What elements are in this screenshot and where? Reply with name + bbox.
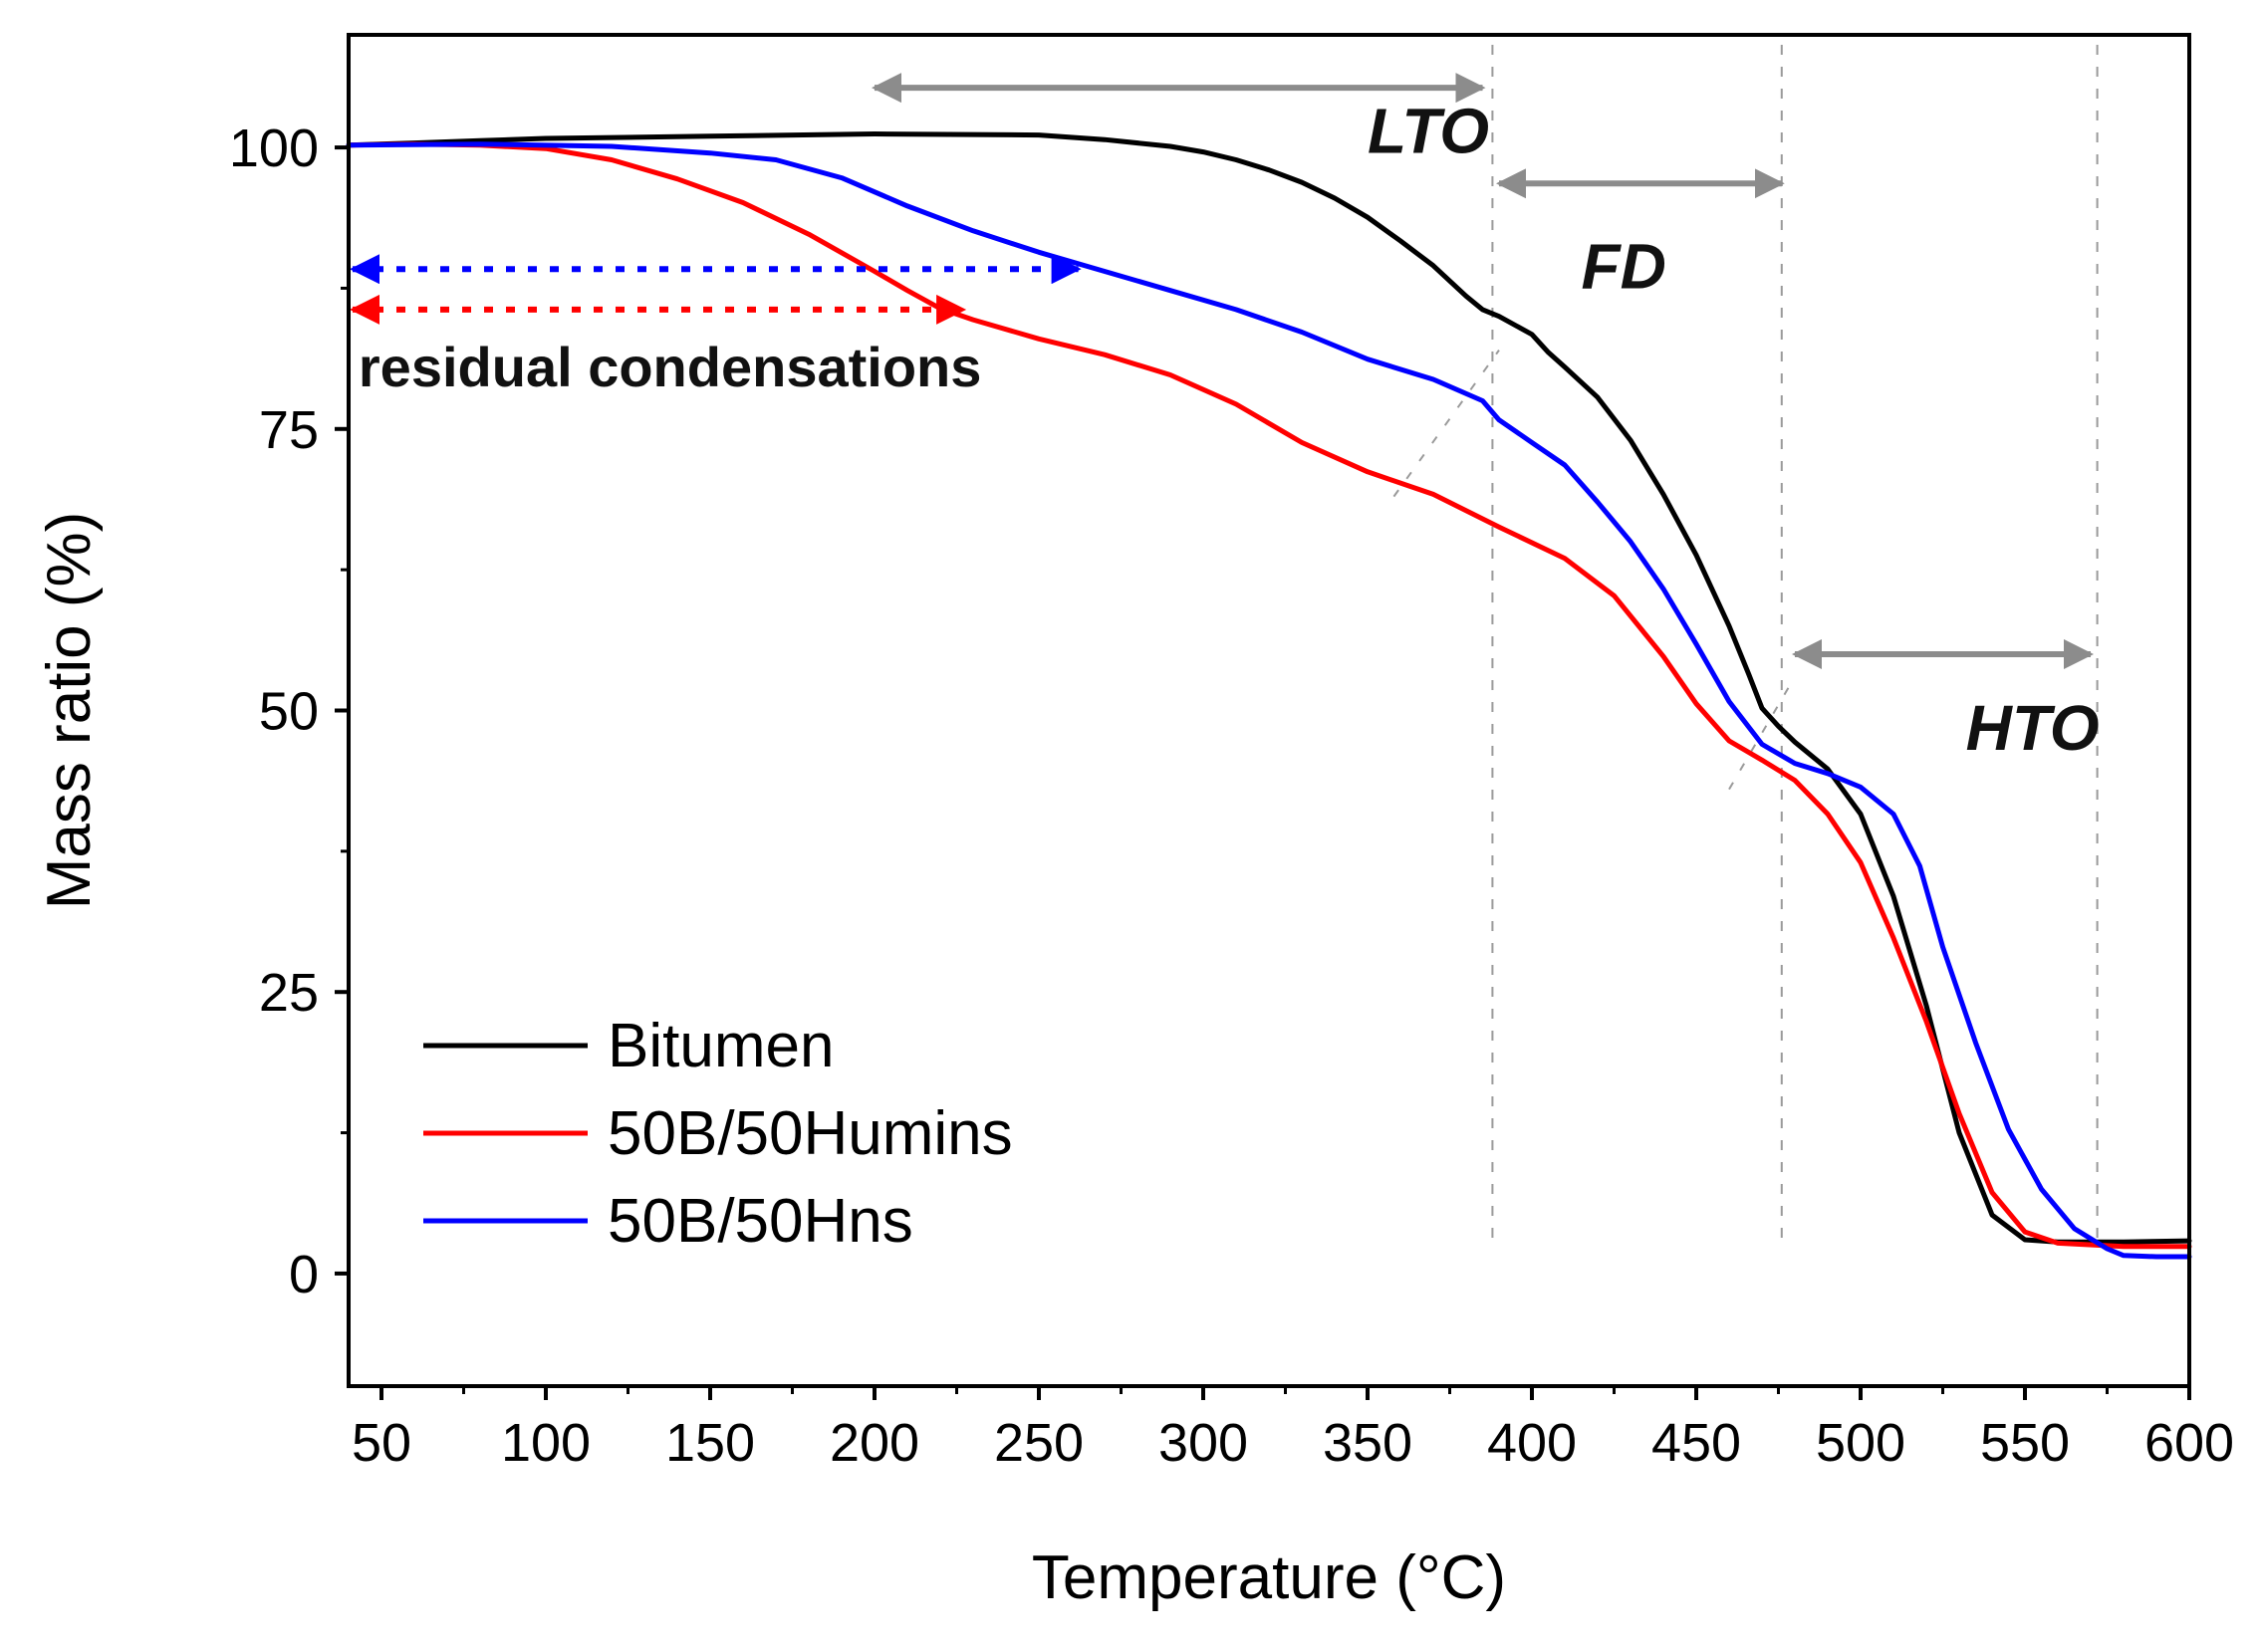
x-tick-label-300: 300 [1158,1413,1248,1473]
y-axis-title: Mass ratio (%) [35,512,104,910]
y-tick-label-100: 100 [229,118,319,178]
x-tick-label-250: 250 [994,1413,1084,1473]
y-tick-label-50: 50 [259,682,319,742]
x-tick-label-450: 450 [1651,1413,1741,1473]
x-tick-label-600: 600 [2144,1413,2234,1473]
region-label-fd: FD [1582,230,1666,302]
guide-dash-1 [1392,350,1500,498]
series-line-bitumen [346,131,2192,1245]
y-tick-label-25: 25 [259,963,319,1023]
x-tick-label-200: 200 [830,1413,919,1473]
y-axis-ticks: 0 25 50 75 100 [229,118,349,1304]
series-line-50b-50hns [346,141,2192,1260]
x-axis-ticks: 50 100 150 200 250 300 350 400 450 500 550 600 [352,1386,2234,1473]
x-tick-label-500: 500 [1816,1413,1905,1473]
series-lines [346,131,2192,1260]
region-boundaries [1491,45,2099,1243]
annotation-arrows [350,73,2094,669]
x-tick-label-550: 550 [1980,1413,2070,1473]
plot-frame [347,33,2191,1388]
y-tick-label-0: 0 [289,1245,319,1304]
series-line-50b-50humins [346,141,2192,1250]
y-tick-label-75: 75 [259,400,319,460]
region-label-lto: LTO [1368,96,1489,167]
x-tick-label-350: 350 [1323,1413,1412,1473]
x-tick-label-150: 150 [665,1413,755,1473]
x-axis-title: Temperature (°C) [1032,1543,1506,1612]
legend-label-50b-50humins: 50B/50Humins [608,1099,1013,1168]
x-tick-label-100: 100 [501,1413,591,1473]
legend-label-50b-50hns: 50B/50Hns [608,1187,913,1256]
legend: Bitumen 50B/50Humins 50B/50Hns [423,1012,1013,1256]
x-tick-label-400: 400 [1487,1413,1577,1473]
guide-dashes [1392,350,1790,791]
legend-label-bitumen: Bitumen [608,1012,834,1080]
x-tick-label-50: 50 [352,1413,411,1473]
region-label-hto: HTO [1966,692,2100,764]
region-labels: LTO FD HTO [1368,96,2100,764]
residual-condensations-label: residual condensations [359,336,982,398]
